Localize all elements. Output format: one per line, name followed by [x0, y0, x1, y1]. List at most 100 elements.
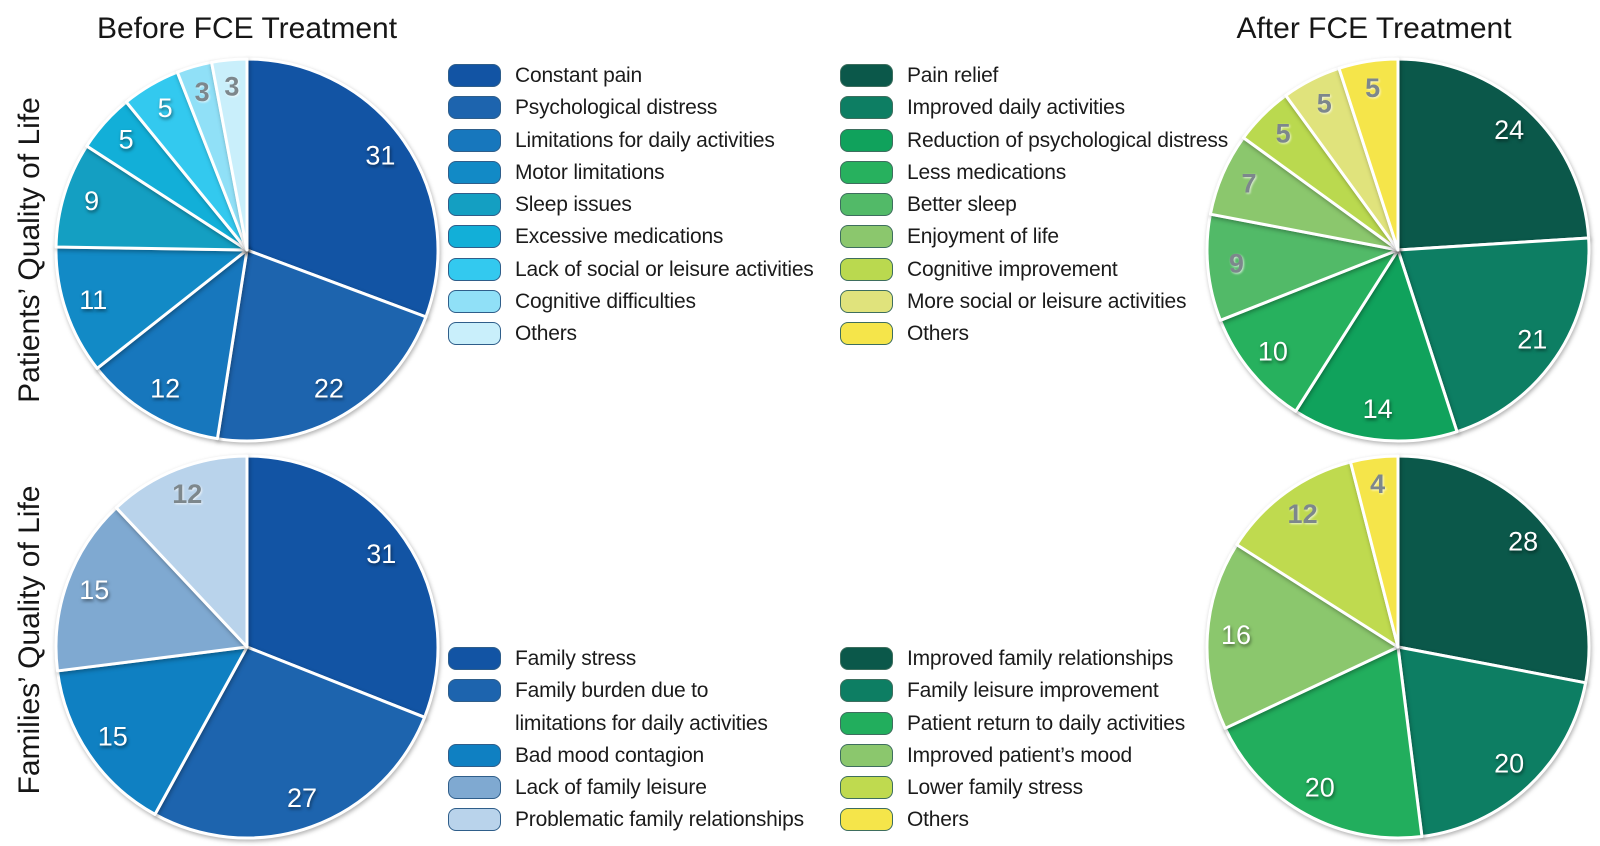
legend-item: Limitations for daily activities	[448, 125, 814, 157]
legend-item: Cognitive improvement	[840, 254, 1228, 286]
legend-label: Psychological distress	[515, 96, 718, 120]
legend-swatch	[448, 743, 501, 767]
legend-label: Lack of family leisure	[515, 776, 707, 800]
legend-item: Constant pain	[448, 60, 814, 92]
pie-slice	[54, 144, 249, 252]
pie-slice	[56, 645, 249, 816]
pie-slice	[1205, 543, 1400, 730]
pie-slice	[1218, 248, 1400, 413]
slice-value-label: 7	[1241, 169, 1256, 199]
legend-item: Lack of family leisure	[448, 772, 804, 804]
pie-slice	[1205, 212, 1400, 322]
legend-swatch	[448, 808, 501, 832]
pie-slice	[1337, 57, 1400, 252]
pie-slice	[1223, 645, 1424, 840]
legend-swatch	[448, 225, 501, 249]
legend-label: Reduction of psychological distress	[907, 128, 1229, 152]
pie-slice	[1294, 248, 1459, 443]
legend-swatch	[448, 776, 501, 800]
legend-swatch	[840, 128, 893, 152]
pie-slice	[1396, 645, 1588, 838]
slice-value-label: 27	[287, 783, 317, 813]
legend-label: Others	[515, 322, 577, 346]
legend-item: Improved patient’s mood	[840, 740, 1185, 772]
slice-value-label: 10	[1258, 337, 1288, 367]
legend-swatch	[840, 160, 893, 184]
slice-value-label: 14	[1363, 394, 1393, 424]
legend-swatch	[448, 160, 501, 184]
legend-swatch	[840, 257, 893, 281]
legend-label: Family stress	[515, 647, 637, 670]
pie-slice	[1396, 454, 1591, 685]
legend-families-after: Improved family relationships Family leis…	[840, 643, 1185, 837]
pie-slice	[114, 454, 249, 649]
legend-label: Cognitive difficulties	[515, 290, 696, 314]
legend-label: Family burden due to limitations for dai…	[515, 679, 768, 735]
legend-item: Improved daily activities	[840, 92, 1228, 124]
slice-value-label: 5	[1276, 118, 1291, 148]
slice-value-label: 15	[98, 721, 128, 751]
legend-item: Sleep issues	[448, 189, 814, 221]
slice-value-label: 28	[1508, 527, 1538, 557]
legend-label: Patient return to daily activities	[907, 711, 1186, 735]
legend-label: Problematic family relationships	[515, 808, 804, 832]
legend-item: Others	[840, 318, 1228, 350]
legend-swatch	[840, 322, 893, 346]
pie-slice	[54, 506, 249, 673]
legend-label: Others	[907, 322, 969, 346]
slice-value-label: 16	[1221, 620, 1251, 650]
legend-item: Lower family stress	[840, 772, 1185, 804]
legend-label: Limitations for daily activities	[515, 128, 775, 152]
pie-slice	[245, 454, 440, 719]
legend-item: Others	[448, 318, 814, 350]
pie-slice	[215, 248, 428, 443]
legend-swatch	[448, 679, 501, 703]
legend-patients-before: Constant pain Psychological distress Limit…	[448, 60, 814, 351]
slice-value-label: 20	[1494, 748, 1524, 778]
slice-value-label: 5	[119, 125, 134, 155]
legend-label: Constant pain	[515, 64, 642, 87]
legend-item: Less medications	[840, 157, 1228, 189]
slice-value-label: 5	[158, 93, 173, 123]
legend-label: Lack of social or leisure activities	[515, 257, 814, 281]
legend-label: Cognitive improvement	[907, 257, 1118, 281]
slice-value-label: 24	[1494, 115, 1524, 145]
pie-slice	[210, 57, 249, 252]
legend-swatch	[448, 257, 501, 281]
legend-swatch	[840, 193, 893, 217]
legend-label: Family leisure improvement	[907, 679, 1159, 703]
pie-slice	[1396, 236, 1591, 434]
pie-slice	[95, 248, 249, 441]
legend-item: Others	[840, 804, 1185, 836]
pie-families-before: 31 27 15 15 12	[54, 454, 440, 840]
legend-item: Improved family relationships	[840, 643, 1185, 675]
legend-swatch	[840, 776, 893, 800]
slice-value-label: 20	[1305, 772, 1335, 802]
legend-swatch	[840, 679, 893, 703]
slice-value-label: 12	[150, 373, 180, 403]
legend-patients-after: Pain relief Improved daily activities Redu…	[840, 60, 1228, 351]
legend-label: Improved daily activities	[907, 96, 1125, 120]
legend-item: Psychological distress	[448, 92, 814, 124]
slice-value-label: 15	[79, 575, 109, 605]
title-before-fce: Before FCE Treatment	[96, 12, 398, 45]
legend-label: Pain relief	[907, 64, 999, 87]
legend-swatch	[448, 322, 501, 346]
pie-families-after: 28 20 20 16 12 4	[1205, 454, 1591, 840]
slice-value-label: 5	[1317, 88, 1332, 118]
legend-item: Family burden due to limitations for dai…	[448, 675, 804, 740]
pie-slice	[245, 57, 440, 319]
legend-label: More social or leisure activities	[907, 290, 1187, 314]
legend-label: Less medications	[907, 160, 1067, 184]
title-after-fce: After FCE Treatment	[1236, 12, 1512, 45]
slice-value-label: 31	[365, 141, 395, 171]
legend-swatch	[448, 647, 501, 670]
legend-item: Lack of social or leisure activities	[448, 254, 814, 286]
legend-item: Family leisure improvement	[840, 675, 1185, 707]
slice-value-label: 9	[1229, 248, 1244, 278]
legend-label: Excessive medications	[515, 225, 724, 249]
legend-swatch	[448, 290, 501, 314]
legend-label: Improved patient’s mood	[907, 743, 1132, 767]
